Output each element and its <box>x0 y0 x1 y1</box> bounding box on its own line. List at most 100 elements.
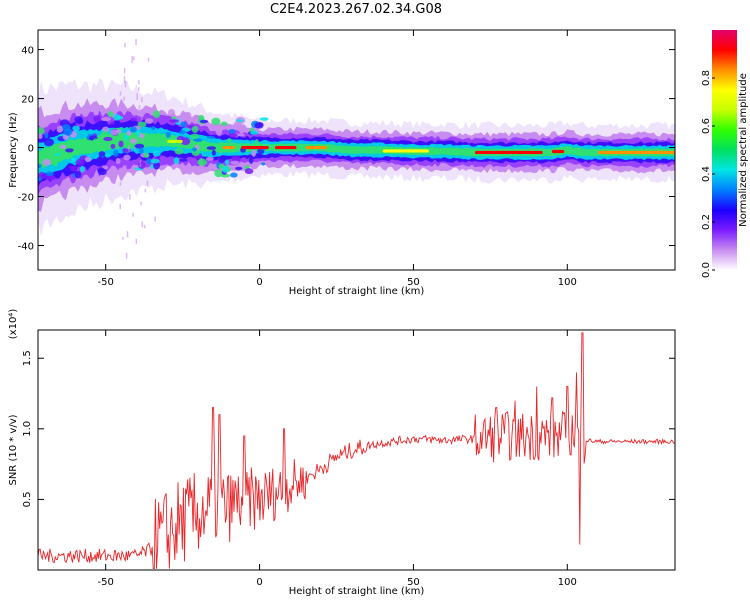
noise-blob <box>222 165 229 173</box>
noise-streak <box>154 216 156 222</box>
noise-blob <box>86 140 93 145</box>
noise-blob <box>250 130 259 135</box>
noise-streak <box>138 87 140 91</box>
noise-blob <box>225 159 230 166</box>
x-tick-label: 100 <box>558 577 577 588</box>
ridge-peak <box>598 150 675 155</box>
noise-streak <box>140 116 143 121</box>
noise-streak <box>139 132 141 138</box>
noise-blob <box>118 167 126 172</box>
noise-streak <box>133 146 136 150</box>
noise-blob <box>54 144 60 153</box>
noise-blob <box>143 152 150 158</box>
colorbar-gradient <box>712 30 737 270</box>
noise-blob <box>134 143 145 149</box>
noise-blob <box>97 167 105 174</box>
noise-blob <box>101 117 111 122</box>
ridge-peak <box>241 145 269 150</box>
noise-blob <box>104 153 111 158</box>
noise-blob <box>72 149 79 154</box>
noise-blob <box>237 133 245 137</box>
noise-streak <box>129 106 132 110</box>
x-tick-label: 100 <box>558 277 577 288</box>
noise-blob <box>206 135 216 139</box>
noise-streak <box>119 203 121 210</box>
noise-streak <box>129 194 131 200</box>
noise-blob <box>115 157 121 164</box>
noise-streak <box>126 231 129 238</box>
noise-blob <box>70 167 77 172</box>
noise-blob <box>197 158 208 166</box>
noise-blob <box>152 150 161 157</box>
noise-blob <box>150 158 160 164</box>
noise-blob <box>110 129 118 136</box>
noise-blob <box>137 121 147 128</box>
noise-blob <box>152 110 161 119</box>
noise-streak <box>139 160 142 167</box>
noise-blob <box>151 126 156 130</box>
noise-blob <box>259 117 269 121</box>
noise-blob <box>75 159 85 166</box>
noise-blob <box>167 108 176 117</box>
bottom-axes-frame <box>37 329 676 571</box>
x-axis-label: Height of straight line (km) <box>289 586 425 597</box>
noise-blob <box>130 117 138 122</box>
noise-blob <box>118 140 124 148</box>
y-tick-label: 0 <box>28 144 34 155</box>
noise-streak <box>125 252 128 259</box>
colorbar-label: Normalized spectral amplitude <box>738 73 749 227</box>
noise-streak <box>122 236 124 240</box>
noise-blob <box>92 138 101 146</box>
noise-streak <box>123 96 125 101</box>
noise-streak <box>135 39 137 45</box>
ridge-peak <box>551 149 565 154</box>
noise-blob <box>168 119 179 123</box>
noise-streak <box>141 136 143 142</box>
noise-blob <box>220 121 228 126</box>
colorbar-tick-label: 0.2 <box>701 214 712 230</box>
y-tick-label: 1.0 <box>22 421 33 437</box>
noise-blob <box>93 115 101 123</box>
noise-streak <box>119 182 122 186</box>
x-tick-label: 50 <box>407 577 420 588</box>
noise-streak <box>128 144 130 149</box>
spectrogram-panel: -50 0 50 100 -40 -20 0 20 40 Height of straight l… <box>8 29 676 297</box>
noise-blob <box>98 151 106 157</box>
ridge-peak <box>305 145 328 150</box>
noise-blob <box>235 166 243 171</box>
x-tick-label: 50 <box>407 277 420 288</box>
snr-panel: -50 0 50 100 0.5 1.0 1.5 Height of straight lin… <box>8 309 676 597</box>
y-tick-label: 40 <box>21 46 34 57</box>
noise-streak <box>147 57 150 62</box>
noise-streak <box>143 224 146 229</box>
figure-title: C2E4.2023.267.02.34.G08 <box>269 2 443 17</box>
colorbar-tick-label: 0.8 <box>701 70 712 86</box>
noise-blob <box>180 121 187 128</box>
noise-blob <box>38 163 42 169</box>
spectral-band <box>38 39 675 259</box>
noise-blob <box>178 158 188 162</box>
noise-blob <box>116 116 124 120</box>
noise-streak <box>125 165 127 169</box>
noise-blob <box>165 131 171 138</box>
y-axis-label: Frequency (Hz) <box>8 112 19 188</box>
noise-blob <box>227 138 232 143</box>
noise-blob <box>126 130 132 136</box>
y-tick-label: -40 <box>18 242 34 253</box>
noise-blob <box>228 128 236 134</box>
noise-streak <box>123 76 126 83</box>
noise-blob <box>74 170 82 179</box>
noise-blob <box>254 122 264 129</box>
noise-blob <box>49 175 56 181</box>
noise-blob <box>230 172 238 178</box>
noise-streak <box>132 212 134 217</box>
noise-blob <box>173 156 180 165</box>
noise-blob <box>215 127 223 136</box>
noise-blob <box>179 130 186 135</box>
noise-blob <box>254 139 259 147</box>
noise-streak <box>121 175 124 180</box>
noise-blob <box>70 157 77 163</box>
noise-blob <box>205 156 214 161</box>
colorbar-tick-label: 0.0 <box>701 262 712 278</box>
